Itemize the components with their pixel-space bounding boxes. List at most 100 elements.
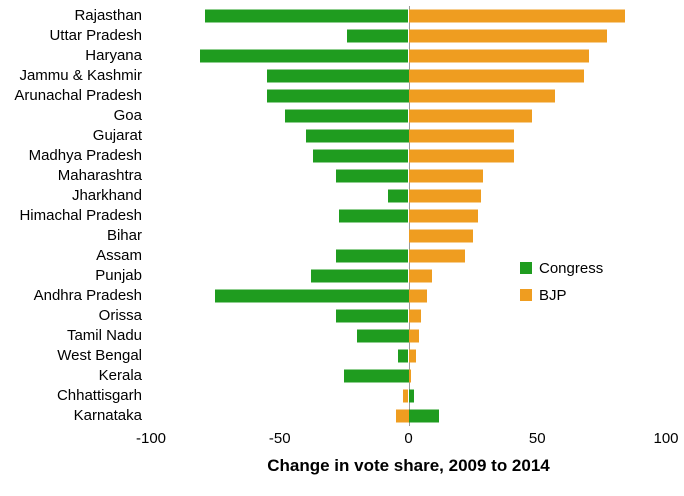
plot-area	[151, 286, 666, 306]
bar-congress	[408, 389, 414, 403]
bar-congress	[266, 69, 409, 83]
bar-bjp	[408, 209, 479, 223]
bar-congress	[215, 289, 409, 303]
bar-bjp	[408, 29, 607, 43]
category-label: Orissa	[98, 307, 142, 324]
bar-bjp	[408, 9, 625, 23]
bar-congress	[305, 129, 409, 143]
x-axis-title: Change in vote share, 2009 to 2014	[267, 456, 550, 475]
category-label: Rajasthan	[74, 7, 142, 24]
chart-row: Arunachal Pradesh	[0, 86, 684, 106]
bar-congress	[336, 309, 409, 323]
plot-area	[151, 386, 666, 406]
legend-label-congress: Congress	[539, 259, 604, 277]
plot-area	[151, 206, 666, 226]
plot-area	[151, 146, 666, 166]
bar-bjp	[408, 369, 412, 383]
category-label: Chhattisgarh	[56, 387, 142, 404]
chart-row: Assam	[0, 246, 684, 266]
category-label: Bihar	[106, 227, 142, 244]
chart-row: Jammu & Kashmir	[0, 66, 684, 86]
chart-row: Uttar Pradesh	[0, 26, 684, 46]
chart-row: Chhattisgarh	[0, 386, 684, 406]
category-label: Assam	[96, 247, 142, 264]
bar-congress	[387, 189, 409, 203]
x-tick-label: -100	[135, 430, 167, 447]
chart-row: Punjab	[0, 266, 684, 286]
bar-bjp	[408, 269, 432, 283]
plot-area	[151, 166, 666, 186]
chart-row: Madhya Pradesh	[0, 146, 684, 166]
bar-bjp	[403, 389, 409, 403]
bar-congress	[344, 369, 409, 383]
bar-bjp	[408, 149, 515, 163]
bar-bjp	[408, 289, 427, 303]
plot-area	[151, 346, 666, 366]
x-axis: -100 -50 0 50 100	[136, 426, 679, 450]
legend-label-bjp: BJP	[539, 286, 567, 304]
bar-congress	[313, 149, 409, 163]
plot-rows: Rajasthan Uttar Pradesh Haryana Jammu & Kas…	[0, 6, 684, 426]
category-label: Goa	[113, 107, 142, 124]
bar-congress	[199, 49, 409, 63]
category-label: Arunachal Pradesh	[14, 87, 142, 104]
x-tick-label: 50	[528, 430, 546, 447]
chart-row: Himachal Pradesh	[0, 206, 684, 226]
category-label: Haryana	[85, 47, 142, 64]
bar-bjp	[408, 349, 417, 363]
category-label: Andhra Pradesh	[33, 287, 142, 304]
plot-area	[151, 406, 666, 426]
bar-bjp	[408, 129, 515, 143]
bar-congress	[336, 169, 409, 183]
plot-area	[151, 106, 666, 126]
category-label: Tamil Nadu	[66, 327, 142, 344]
bar-bjp	[408, 169, 484, 183]
plot-area	[151, 6, 666, 26]
plot-area	[151, 66, 666, 86]
bar-congress	[338, 209, 409, 223]
legend-item-congress: Congress	[520, 258, 603, 278]
bar-bjp	[408, 189, 481, 203]
plot-area	[151, 126, 666, 146]
x-tick-label: -50	[268, 430, 291, 447]
bar-congress	[346, 29, 409, 43]
chart-row: Rajasthan	[0, 6, 684, 26]
bar-bjp	[395, 409, 409, 423]
category-label: Jharkhand	[71, 187, 142, 204]
bar-congress	[266, 89, 409, 103]
bar-congress	[408, 409, 440, 423]
chart-row: Kerala	[0, 366, 684, 386]
plot-area	[151, 26, 666, 46]
congress-swatch-icon	[520, 262, 532, 274]
category-label: West Bengal	[57, 347, 142, 364]
chart-row: Orissa	[0, 306, 684, 326]
bar-bjp	[408, 69, 584, 83]
bar-bjp	[408, 49, 589, 63]
chart-row: Gujarat	[0, 126, 684, 146]
plot-area	[151, 186, 666, 206]
chart-row: Maharashtra	[0, 166, 684, 186]
category-label: Kerala	[98, 367, 142, 384]
plot-area	[151, 366, 666, 386]
bar-congress	[398, 349, 409, 363]
chart-row: Goa	[0, 106, 684, 126]
bjp-swatch-icon	[520, 289, 532, 301]
bar-bjp	[408, 109, 533, 123]
legend-item-bjp: BJP	[520, 285, 603, 305]
bar-bjp	[408, 89, 556, 103]
category-label: Maharashtra	[57, 167, 142, 184]
category-label: Gujarat	[92, 127, 142, 144]
bar-bjp	[408, 249, 466, 263]
plot-area	[151, 226, 666, 246]
plot-area	[151, 306, 666, 326]
category-label: Madhya Pradesh	[28, 147, 142, 164]
category-label: Punjab	[95, 267, 142, 284]
x-tick-label: 100	[653, 430, 679, 447]
bar-congress	[205, 9, 409, 23]
bar-congress	[284, 109, 409, 123]
legend: Congress BJP	[520, 258, 603, 312]
chart-row: Karnataka	[0, 406, 684, 426]
bar-congress	[357, 329, 409, 343]
plot-area	[151, 86, 666, 106]
